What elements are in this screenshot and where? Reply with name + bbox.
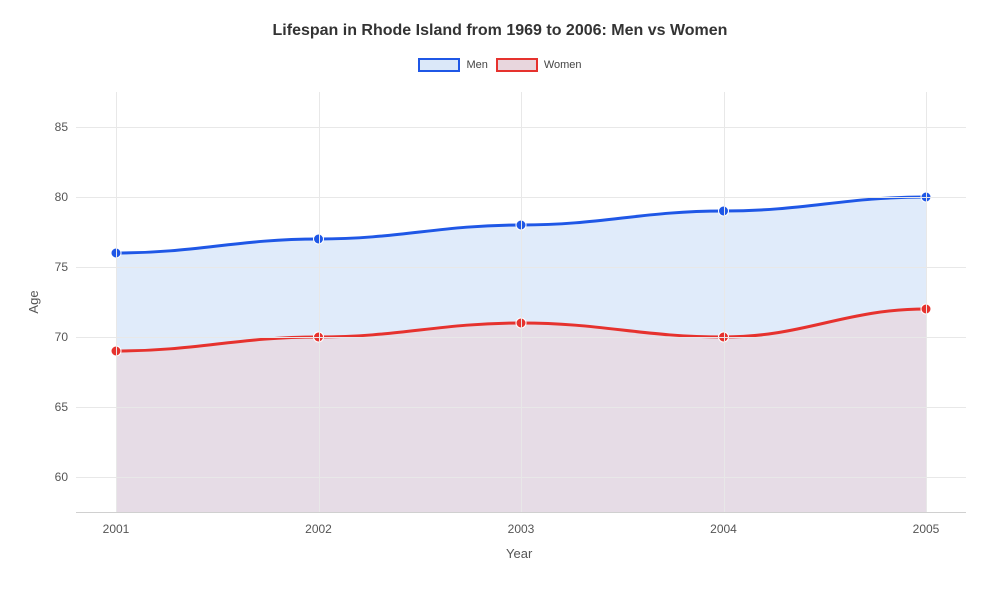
gridline-horizontal bbox=[76, 407, 966, 408]
x-tick-label: 2004 bbox=[710, 522, 737, 536]
gridline-vertical bbox=[926, 92, 927, 512]
chart-title: Lifespan in Rhode Island from 1969 to 20… bbox=[0, 22, 1000, 40]
y-tick-label: 70 bbox=[38, 330, 68, 344]
gridline-horizontal bbox=[76, 127, 966, 128]
legend-item-women[interactable]: Women bbox=[496, 58, 582, 72]
x-tick-label: 2005 bbox=[913, 522, 940, 536]
gridline-horizontal bbox=[76, 267, 966, 268]
legend-swatch-women bbox=[496, 58, 538, 72]
y-tick-label: 65 bbox=[38, 400, 68, 414]
y-tick-label: 85 bbox=[38, 120, 68, 134]
axis-border bbox=[76, 512, 966, 513]
gridline-horizontal bbox=[76, 337, 966, 338]
y-axis-title: Age bbox=[26, 290, 41, 313]
x-tick-label: 2001 bbox=[103, 522, 130, 536]
gridline-horizontal bbox=[76, 197, 966, 198]
x-tick-label: 2002 bbox=[305, 522, 332, 536]
y-tick-label: 75 bbox=[38, 260, 68, 274]
y-tick-label: 60 bbox=[38, 470, 68, 484]
x-tick-label: 2003 bbox=[508, 522, 535, 536]
legend-label-men: Men bbox=[466, 59, 487, 71]
plot-area bbox=[76, 92, 966, 512]
gridline-vertical bbox=[319, 92, 320, 512]
legend: Men Women bbox=[0, 58, 1000, 72]
gridline-horizontal bbox=[76, 477, 966, 478]
gridline-vertical bbox=[724, 92, 725, 512]
gridline-vertical bbox=[116, 92, 117, 512]
legend-label-women: Women bbox=[544, 59, 582, 71]
legend-swatch-men bbox=[418, 58, 460, 72]
legend-item-men[interactable]: Men bbox=[418, 58, 487, 72]
y-tick-label: 80 bbox=[38, 190, 68, 204]
gridline-vertical bbox=[521, 92, 522, 512]
x-axis-title: Year bbox=[506, 546, 532, 561]
chart-container: Lifespan in Rhode Island from 1969 to 20… bbox=[0, 0, 1000, 600]
